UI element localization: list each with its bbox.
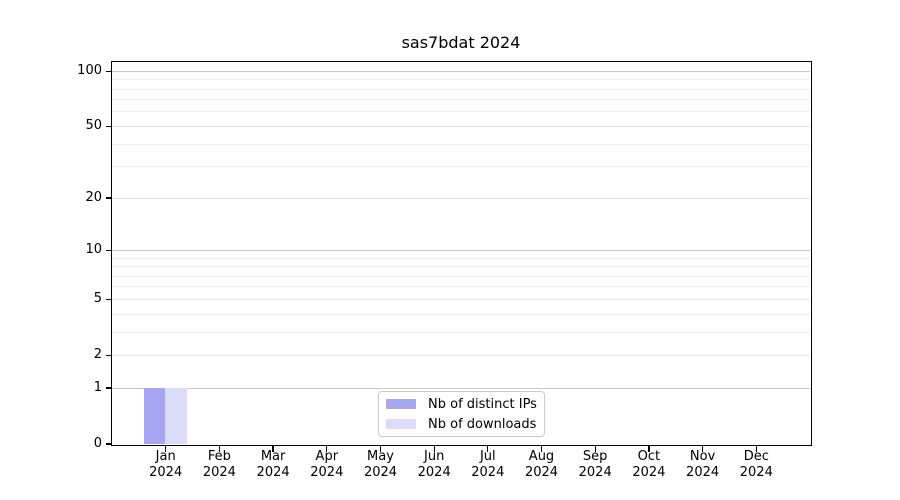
legend-item-distinct-ips: Nb of distinct IPs (386, 396, 544, 413)
y-tick-10 (106, 249, 112, 251)
x-tick-label-may: May 2024 (363, 449, 398, 480)
x-tick-label-oct: Oct 2024 (632, 449, 666, 480)
gridline-y-9 (111, 257, 810, 259)
y-tick-label-100: 100 (77, 63, 102, 79)
gridline-y-7 (111, 275, 810, 277)
x-tick-label-apr: Apr 2024 (310, 449, 344, 480)
x-tick-label-sep: Sep 2024 (578, 449, 612, 480)
y-tick-2 (106, 354, 112, 356)
y-tick-0 (106, 443, 112, 445)
gridline-y-60 (111, 111, 810, 113)
gridline-y-2 (111, 354, 810, 356)
gridline-y-4 (111, 313, 810, 315)
bar-downloads-jan (165, 387, 187, 444)
gridline-y-10 (111, 249, 810, 251)
x-tick-label-aug: Aug 2024 (524, 449, 559, 480)
x-tick-label-mar: Mar 2024 (256, 449, 290, 480)
y-tick-label-20: 20 (85, 190, 102, 206)
gridline-y-80 (111, 88, 810, 90)
x-tick-jun (433, 445, 435, 452)
y-tick-20 (106, 197, 112, 199)
x-tick-sep (594, 445, 596, 452)
gridline-y-40 (111, 143, 810, 145)
y-tick-5 (106, 298, 112, 300)
x-tick-aug (540, 445, 543, 452)
x-tick-label-nov: Nov 2024 (686, 449, 720, 480)
chart-title: sas7bdat 2024 (401, 33, 521, 52)
gridline-y-1 (111, 387, 810, 389)
x-tick-apr (326, 445, 328, 452)
legend-item-downloads: Nb of downloads (386, 416, 544, 433)
legend-swatch-distinct-ips (386, 399, 416, 409)
gridline-y-100 (111, 70, 810, 72)
legend: Nb of distinct IPs Nb of downloads (378, 391, 545, 437)
x-tick-label-feb: Feb 2024 (202, 449, 236, 480)
gridline-y-6 (111, 286, 810, 288)
y-tick-label-0: 0 (93, 436, 102, 451)
gridline-y-50 (111, 125, 810, 127)
x-tick-dec (755, 445, 757, 452)
y-tick-label-1: 1 (93, 380, 102, 395)
y-tick-50 (106, 125, 112, 128)
gridline-y-90 (111, 79, 810, 81)
legend-label-downloads: Nb of downloads (428, 416, 537, 432)
gridline-y-70 (111, 99, 810, 101)
gridline-y-8 (111, 266, 810, 267)
y-tick-label-50: 50 (85, 118, 102, 134)
y-tick-1 (106, 387, 112, 389)
y-tick-label-2: 2 (93, 347, 102, 363)
gridline-y-5 (111, 298, 810, 300)
x-tick-label-jun: Jun 2024 (417, 449, 451, 480)
y-tick-label-5: 5 (93, 291, 102, 307)
bar-distinct-ips-jan (143, 387, 166, 444)
gridline-y-30 (111, 166, 810, 168)
x-tick-mar (272, 445, 274, 452)
gridline-y-3 (111, 331, 810, 333)
x-tick-feb (218, 445, 221, 452)
plot-area (110, 60, 812, 446)
gridline-y-20 (111, 197, 810, 199)
x-tick-label-jul: Jul 2024 (471, 449, 505, 480)
x-tick-jul (487, 445, 489, 452)
x-tick-oct (648, 445, 650, 452)
x-tick-label-jan: Jan 2024 (149, 449, 183, 480)
x-tick-nov (701, 445, 704, 452)
legend-label-distinct-ips: Nb of distinct IPs (428, 396, 537, 412)
x-tick-jan (165, 445, 167, 452)
y-tick-label-10: 10 (85, 242, 102, 258)
y-tick-100 (106, 70, 112, 72)
x-tick-may (379, 445, 382, 452)
legend-swatch-downloads (386, 419, 416, 429)
x-tick-label-dec: Dec 2024 (739, 449, 773, 480)
